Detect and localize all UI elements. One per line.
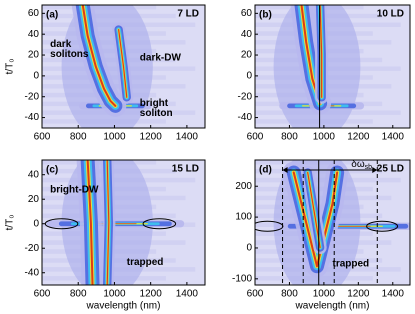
y-tick-label: -20: [25, 91, 40, 102]
y-tick-label: -20: [25, 243, 40, 254]
heatmap-ridge: [319, 5, 323, 98]
note: trapped: [127, 257, 164, 268]
y-tick-label: 0: [246, 71, 252, 82]
x-tick-label: 1400: [176, 132, 199, 143]
panel: δωsb 600 800 1000 1200 1400 -100 0 100 200 (d) 25 L…: [232, 159, 411, 312]
x-axis-label: wavelength (nm): [295, 301, 370, 312]
heatmap-ridge: [292, 171, 339, 268]
x-axis-label: wavelength (nm): [86, 301, 161, 312]
panel-label: (b): [259, 10, 272, 21]
note: soliton: [140, 108, 173, 119]
x-tick-label: 1400: [382, 289, 405, 300]
y-tick-label: -100: [232, 273, 252, 284]
x-tick-label: 1200: [347, 289, 370, 300]
axes-frame: [41, 159, 206, 286]
note: solitons: [50, 49, 89, 60]
heatmap-ridge: [86, 160, 94, 285]
span-label: δωsb: [351, 159, 372, 171]
heatmap-ridge: [307, 171, 321, 249]
x-tick-label: 1400: [382, 132, 405, 143]
y-tick-label: -40: [25, 267, 40, 278]
y-tick-label: 0: [33, 218, 39, 229]
y-tick-label: -20: [238, 91, 253, 102]
y-axis-label: t/T₀: [5, 215, 16, 231]
note: bright-DW: [50, 185, 99, 196]
y-tick-label: 20: [28, 194, 40, 205]
x-tick-label: 1200: [140, 132, 163, 143]
y-tick-label: 40: [28, 169, 40, 180]
panel-label: (c): [46, 165, 58, 176]
heatmap-ridge: [118, 29, 128, 98]
y-tick-label: -40: [238, 112, 253, 123]
axes-frame: [254, 159, 411, 286]
y-tick-label: 20: [241, 50, 253, 61]
panel-label: (a): [46, 10, 58, 21]
note: trapped: [333, 258, 370, 269]
y-tick-label: 40: [241, 29, 253, 40]
y-tick-label: -40: [25, 112, 40, 123]
heatmap-ridge: [81, 5, 117, 107]
x-tick-label: 1200: [140, 289, 163, 300]
outline-ellipse: [366, 220, 399, 232]
panel: 600 800 1000 1200 1400 -40 -20 0 20 40 60 (b) 10 LD: [238, 4, 411, 143]
x-tick-label: 1000: [313, 289, 336, 300]
y-tick-label: 20: [28, 50, 40, 61]
y-tick-label: 60: [28, 8, 40, 19]
x-tick-label: 1000: [313, 132, 336, 143]
axes-frame: [41, 4, 206, 129]
span-label-sub: sb: [365, 164, 373, 171]
panel-annotation: 25 LD: [377, 164, 404, 175]
x-tick-label: 1400: [176, 289, 199, 300]
y-axis-label: t/T₀: [5, 59, 16, 75]
note: dark-DW: [140, 53, 182, 64]
panel-label: (d): [259, 165, 272, 176]
note: bright: [140, 98, 169, 109]
y-tick-label: 200: [235, 181, 252, 192]
y-tick-label: 40: [28, 29, 40, 40]
y-tick-label: 100: [235, 212, 252, 223]
x-tick-label: 1000: [103, 132, 126, 143]
outline-ellipse: [44, 218, 79, 230]
heatmap: [42, 5, 205, 128]
x-tick-label: 1200: [347, 132, 370, 143]
panel-annotation: 10 LD: [377, 9, 404, 20]
panel-annotation: 15 LD: [172, 164, 199, 175]
heatmap-ridge: [106, 160, 110, 285]
y-tick-label: 0: [33, 71, 39, 82]
panel-annotation: 7 LD: [177, 9, 199, 20]
y-tick-label: 0: [246, 243, 252, 254]
span-label-main: δω: [351, 159, 365, 170]
heatmap: [255, 5, 410, 128]
x-tick-label: 600: [34, 132, 51, 143]
x-tick-label: 600: [247, 132, 264, 143]
outline-ellipse: [142, 218, 177, 230]
x-tick-label: 1000: [103, 289, 126, 300]
x-tick-label: 600: [34, 289, 51, 300]
x-tick-label: 800: [70, 132, 87, 143]
panel: 600 800 1000 1200 1400 -40 -20 0 20 40 (c) 15 LD t/T…: [5, 159, 206, 312]
x-tick-label: 800: [70, 289, 87, 300]
x-tick-label: 800: [281, 289, 298, 300]
y-tick-label: 60: [241, 8, 253, 19]
heatmap: [42, 160, 205, 285]
panel: 600 800 1000 1200 1400 -40 -20 0 20 40 60 (a) 7 LD t/…: [5, 4, 206, 143]
x-tick-label: 800: [281, 132, 298, 143]
axes-frame: [254, 4, 411, 129]
x-tick-label: 600: [247, 289, 264, 300]
note: dark: [50, 39, 72, 50]
